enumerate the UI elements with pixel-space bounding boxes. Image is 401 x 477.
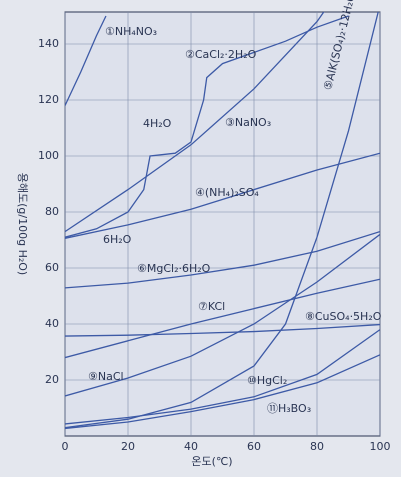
x-tick-label: 80 — [310, 440, 324, 453]
solubility-curve — [65, 230, 380, 289]
curve-label: ⑥MgCl₂·6H₂O — [137, 262, 211, 275]
solubility-curve — [65, 278, 380, 359]
curves — [65, 12, 380, 430]
curve-label: ⑦KCl — [198, 300, 225, 313]
solubility-curve — [65, 12, 325, 233]
solubility-curve — [65, 323, 380, 337]
x-axis-label: 온도(℃) — [191, 455, 232, 468]
curve-label: ②CaCl₂·2H₂O — [185, 48, 257, 61]
x-tick-label: 0 — [62, 440, 69, 453]
y-axis-label: 용해도(g/100g H₂O) — [16, 173, 30, 275]
solubility-curve — [65, 15, 107, 106]
y-tick-label: 120 — [38, 93, 59, 106]
solubility-curve — [65, 354, 380, 430]
curve-label: ①NH₄NO₃ — [105, 25, 157, 38]
x-tick-label: 40 — [184, 440, 198, 453]
y-tick-label: 60 — [45, 261, 59, 274]
solubility-curve — [65, 233, 380, 397]
curve-label: ③NaNO₃ — [225, 116, 271, 129]
solubility-curve — [65, 152, 380, 239]
x-tick-label: 60 — [247, 440, 261, 453]
plot-area — [64, 11, 381, 437]
curve-label: ⑩HgCl₂ — [247, 374, 287, 387]
curve-label: ④(NH₄)₂SO₄ — [195, 186, 259, 199]
x-tick-label: 20 — [121, 440, 135, 453]
y-tick-label: 100 — [38, 149, 59, 162]
x-tick-label: 100 — [370, 440, 391, 453]
solubility-curve — [65, 329, 380, 425]
curve-label: ⑨NaCl — [88, 370, 124, 383]
solubility-curve — [65, 15, 349, 238]
curve-label: ⑧CuSO₄·5H₂O — [305, 310, 382, 323]
y-tick-label: 140 — [38, 37, 59, 50]
annotation: 6H₂O — [103, 233, 132, 246]
annotation: 4H₂O — [143, 117, 172, 130]
y-tick-label: 80 — [45, 205, 59, 218]
y-tick-label: 40 — [45, 317, 59, 330]
y-tick-label: 20 — [45, 373, 59, 386]
curve-label: ⑪H₃BO₃ — [267, 402, 311, 415]
